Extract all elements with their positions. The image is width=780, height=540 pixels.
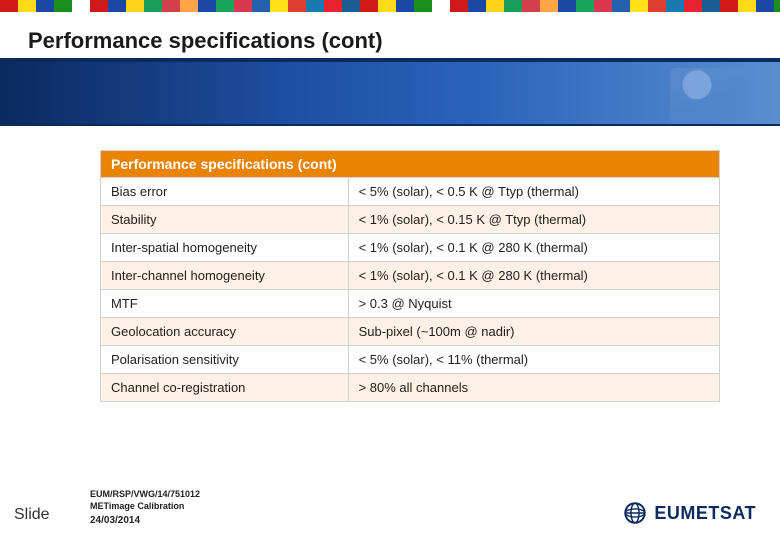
slide: Performance specifications (cont) Perfor… [0, 0, 780, 540]
content-area: Performance specifications (cont) Bias e… [100, 150, 720, 402]
cell-value: < 5% (solar), < 11% (thermal) [348, 346, 719, 374]
cell-value: < 1% (solar), < 0.15 K @ Ttyp (thermal) [348, 206, 719, 234]
table-row: Bias error < 5% (solar), < 0.5 K @ Ttyp … [101, 178, 720, 206]
cell-param: Bias error [101, 178, 349, 206]
hero-banner [0, 58, 780, 126]
cell-value: Sub-pixel (~100m @ nadir) [348, 318, 719, 346]
cell-param: Geolocation accuracy [101, 318, 349, 346]
cell-value: < 1% (solar), < 0.1 K @ 280 K (thermal) [348, 234, 719, 262]
brand-name: EUMETSAT [654, 503, 756, 524]
table-row: Inter-channel homogeneity < 1% (solar), … [101, 262, 720, 290]
page-title: Performance specifications (cont) [28, 28, 752, 54]
cell-param: MTF [101, 290, 349, 318]
cell-value: > 80% all channels [348, 374, 719, 402]
flag-strip [0, 0, 780, 12]
table-row: Inter-spatial homogeneity < 1% (solar), … [101, 234, 720, 262]
cell-param: Inter-spatial homogeneity [101, 234, 349, 262]
globe-icon [622, 500, 648, 526]
cell-value: > 0.3 @ Nyquist [348, 290, 719, 318]
table-row: Channel co-registration > 80% all channe… [101, 374, 720, 402]
table-row: Stability < 1% (solar), < 0.15 K @ Ttyp … [101, 206, 720, 234]
cell-param: Polarisation sensitivity [101, 346, 349, 374]
table-row: Polarisation sensitivity < 5% (solar), <… [101, 346, 720, 374]
cell-param: Stability [101, 206, 349, 234]
cell-value: < 1% (solar), < 0.1 K @ 280 K (thermal) [348, 262, 719, 290]
table-row: Geolocation accuracy Sub-pixel (~100m @ … [101, 318, 720, 346]
spec-table: Performance specifications (cont) Bias e… [100, 150, 720, 402]
slide-label: Slide [14, 506, 50, 524]
doc-number: EUM/RSP/VWG/14/751012 [90, 489, 752, 499]
title-band: Performance specifications (cont) [0, 18, 780, 60]
cell-param: Inter-channel homogeneity [101, 262, 349, 290]
brand-logo: EUMETSAT [622, 500, 756, 526]
table-header: Performance specifications (cont) [101, 151, 720, 178]
cell-value: < 5% (solar), < 0.5 K @ Ttyp (thermal) [348, 178, 719, 206]
cell-param: Channel co-registration [101, 374, 349, 402]
table-row: MTF > 0.3 @ Nyquist [101, 290, 720, 318]
table-body: Bias error < 5% (solar), < 0.5 K @ Ttyp … [101, 178, 720, 402]
